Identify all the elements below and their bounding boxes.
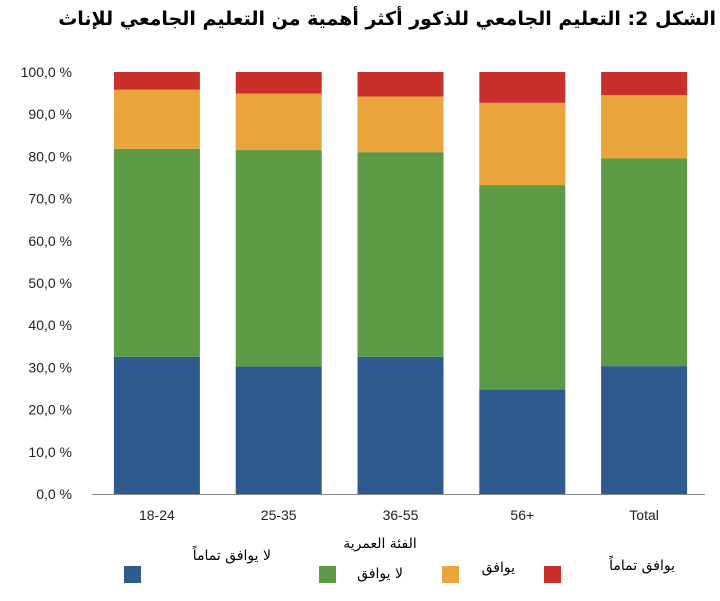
x-tick-label: 56+ <box>510 507 534 523</box>
bar-segment <box>235 93 322 151</box>
legend-swatch-strongly-disagree <box>124 566 141 583</box>
bar-segment <box>479 102 566 186</box>
y-tick-label: 10,0 % <box>28 444 72 460</box>
x-axis-title: الفئة العمرية <box>343 536 417 552</box>
y-tick-label: 20,0 % <box>28 402 72 418</box>
x-axis-ticks: 18-24 25-35 36-55 56+ Total <box>139 507 659 523</box>
bar-segment <box>113 89 200 149</box>
y-tick-label: 0,0 % <box>36 486 72 502</box>
bar-segment <box>357 152 444 357</box>
bar-segment <box>113 356 200 494</box>
y-tick-label: 100,0 % <box>21 64 72 80</box>
bar-segment <box>357 72 444 97</box>
x-tick-label: 18-24 <box>139 507 175 523</box>
legend-label-agree: يوافق <box>481 560 515 576</box>
bar-segment <box>601 95 688 159</box>
bar-groups <box>113 72 688 494</box>
y-tick-label: 50,0 % <box>28 275 72 291</box>
bar-segment <box>113 148 200 357</box>
bar-segment <box>357 356 444 494</box>
bar-segment <box>601 366 688 494</box>
y-tick-label: 80,0 % <box>28 148 72 164</box>
bar-segment <box>601 158 688 367</box>
x-tick-label: Total <box>629 507 659 523</box>
y-tick-label: 70,0 % <box>28 191 72 207</box>
bar-segment <box>479 389 566 494</box>
bar-segment <box>601 72 688 96</box>
legend-swatch-strongly-agree <box>544 566 561 583</box>
bar-segment <box>235 72 322 94</box>
y-tick-label: 90,0 % <box>28 106 72 122</box>
legend-swatch-disagree <box>319 566 336 583</box>
legend-label-strongly-disagree: لا يوافق تماماً <box>192 548 271 564</box>
bar-segment <box>479 185 566 390</box>
y-tick-label: 30,0 % <box>28 359 72 375</box>
legend-swatch-agree <box>442 566 459 583</box>
y-tick-label: 60,0 % <box>28 233 72 249</box>
chart-title: الشكل 2: التعليم الجامعي للذكور أكثر أهم… <box>58 8 716 30</box>
bar-segment <box>479 72 566 103</box>
bar-segment <box>235 366 322 494</box>
y-tick-label: 40,0 % <box>28 317 72 333</box>
legend-label-strongly-agree: يوافق تماماً <box>609 558 675 574</box>
x-tick-label: 25-35 <box>261 507 297 523</box>
x-tick-label: 36-55 <box>383 507 419 523</box>
legend-label-disagree: لا يوافق <box>357 566 403 582</box>
bar-segment <box>357 96 444 153</box>
bar-segment <box>113 72 200 90</box>
bar-segment <box>235 150 322 367</box>
y-axis-ticks: 0,0 % 10,0 % 20,0 % 30,0 % 40,0 % 50,0 % 60,0 … <box>21 64 72 502</box>
